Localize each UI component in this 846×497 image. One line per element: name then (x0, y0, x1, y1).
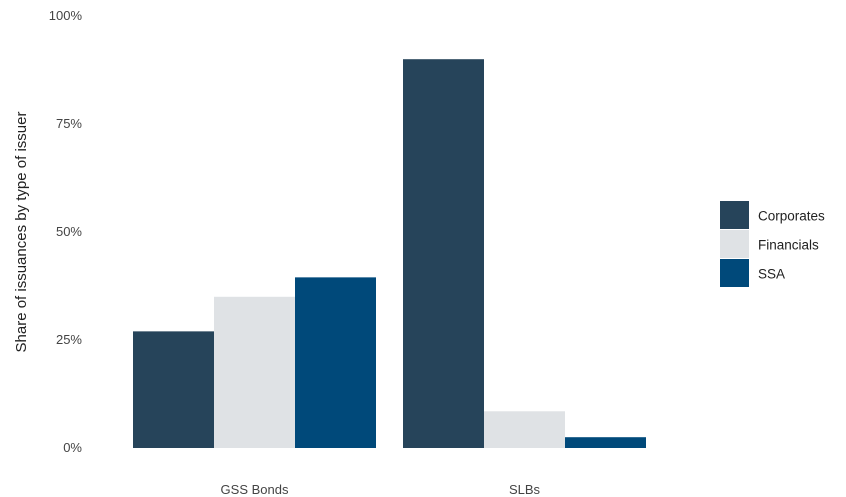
y-tick-label: 0% (63, 440, 82, 455)
x-tick-label: GSS Bonds (221, 482, 289, 497)
y-tick-label: 100% (49, 8, 83, 23)
bar-ssa-gss-bonds (295, 277, 376, 448)
y-tick-label: 25% (56, 332, 82, 347)
bar-ssa-slbs (565, 437, 646, 448)
x-axis-ticks: GSS Bonds SLBs (221, 482, 541, 497)
y-tick-label: 50% (56, 224, 82, 239)
bar-financials-gss-bonds (214, 296, 295, 448)
legend-label: SSA (758, 267, 785, 282)
legend-item-ssa: SSA (720, 259, 785, 287)
legend-item-corporates: Corporates (720, 201, 825, 229)
bar-financials-slbs (484, 411, 565, 448)
legend-item-financials: Financials (720, 230, 819, 258)
bars (133, 59, 646, 448)
legend-label: Financials (758, 238, 819, 253)
y-tick-label: 75% (56, 116, 82, 131)
bar-corporates-gss-bonds (133, 331, 214, 448)
y-axis-ticks: 0% 25% 50% 75% 100% (49, 8, 83, 455)
legend: Corporates Financials SSA (720, 201, 825, 287)
legend-swatch (720, 259, 749, 287)
bar-corporates-slbs (403, 59, 484, 448)
x-tick-label: SLBs (509, 482, 541, 497)
legend-label: Corporates (758, 209, 825, 224)
legend-swatch (720, 230, 749, 258)
y-axis-title: Share of issuances by type of issuer (13, 112, 30, 353)
legend-swatch (720, 201, 749, 229)
